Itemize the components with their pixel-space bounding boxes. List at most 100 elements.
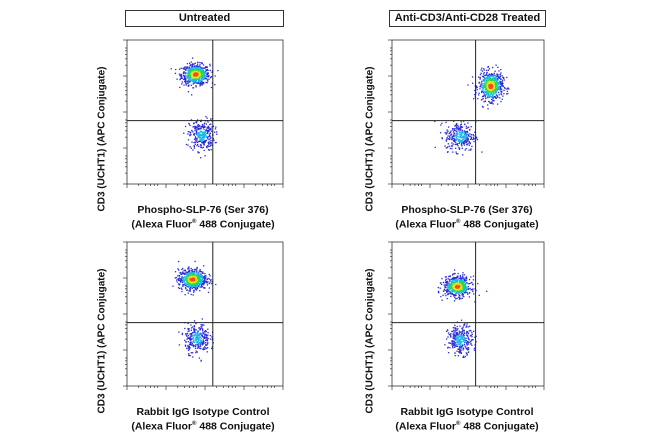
data-point bbox=[202, 137, 204, 140]
data-point bbox=[488, 79, 491, 81]
data-point bbox=[190, 280, 193, 282]
data-point bbox=[463, 141, 465, 143]
data-point bbox=[194, 333, 197, 335]
data-point bbox=[209, 334, 212, 337]
data-point bbox=[455, 298, 457, 300]
data-point bbox=[471, 138, 473, 141]
data-point bbox=[460, 291, 463, 293]
data-point bbox=[460, 134, 462, 136]
data-point bbox=[446, 338, 448, 340]
data-point bbox=[450, 295, 452, 298]
data-point bbox=[439, 132, 442, 134]
data-point bbox=[210, 280, 212, 282]
data-point bbox=[189, 338, 192, 340]
data-point bbox=[444, 276, 447, 278]
data-point bbox=[460, 281, 462, 283]
data-point bbox=[459, 335, 462, 338]
data-point bbox=[452, 135, 454, 137]
data-point bbox=[445, 276, 447, 278]
data-point bbox=[190, 273, 192, 275]
data-point bbox=[185, 83, 187, 85]
data-point bbox=[191, 129, 193, 132]
data-point bbox=[206, 66, 208, 69]
data-point bbox=[202, 72, 205, 75]
data-point bbox=[186, 75, 188, 77]
x-axis-label-line2-pre: (Alexa Fluor bbox=[395, 420, 457, 433]
data-point bbox=[207, 277, 209, 280]
data-point bbox=[199, 85, 201, 87]
data-point bbox=[483, 86, 485, 88]
data-point bbox=[488, 73, 491, 75]
data-point bbox=[467, 137, 469, 139]
data-point bbox=[496, 95, 498, 97]
data-point bbox=[176, 281, 178, 283]
data-point bbox=[196, 274, 198, 276]
population-cd3-low bbox=[444, 319, 477, 359]
data-point bbox=[207, 291, 210, 293]
data-point bbox=[185, 273, 187, 275]
data-point bbox=[457, 343, 459, 345]
data-point bbox=[187, 77, 189, 79]
data-point bbox=[444, 285, 446, 288]
data-point bbox=[181, 75, 183, 78]
data-point bbox=[183, 77, 186, 79]
data-point bbox=[187, 328, 189, 330]
data-point bbox=[459, 297, 461, 299]
data-point bbox=[203, 135, 205, 137]
data-point bbox=[500, 82, 502, 84]
data-point bbox=[201, 67, 203, 69]
data-point bbox=[490, 89, 492, 91]
data-point bbox=[490, 92, 493, 94]
data-point bbox=[198, 145, 200, 148]
data-point bbox=[205, 115, 207, 118]
data-point bbox=[201, 342, 204, 344]
data-point bbox=[500, 84, 503, 86]
scatter-plot bbox=[123, 39, 284, 188]
data-point bbox=[175, 68, 177, 71]
data-point bbox=[184, 284, 187, 287]
data-point bbox=[494, 95, 496, 98]
data-point bbox=[481, 75, 484, 78]
data-point bbox=[187, 131, 190, 133]
data-point bbox=[201, 80, 203, 82]
data-point bbox=[451, 144, 453, 147]
data-point bbox=[470, 149, 472, 151]
data-point bbox=[215, 283, 217, 286]
data-point bbox=[182, 278, 185, 280]
data-point bbox=[191, 274, 193, 276]
data-point bbox=[188, 122, 190, 125]
data-point bbox=[188, 62, 191, 64]
data-point bbox=[456, 350, 458, 352]
data-point bbox=[459, 129, 461, 131]
data-point bbox=[182, 285, 184, 288]
data-point bbox=[490, 93, 492, 96]
data-point bbox=[181, 332, 184, 335]
data-point bbox=[461, 293, 463, 295]
data-point bbox=[178, 68, 181, 70]
data-point bbox=[194, 334, 196, 337]
data-point bbox=[202, 132, 204, 134]
data-point bbox=[201, 81, 203, 83]
data-point bbox=[457, 340, 459, 342]
data-point bbox=[188, 267, 190, 270]
data-point bbox=[473, 137, 475, 139]
data-point bbox=[458, 330, 460, 333]
data-point bbox=[199, 286, 201, 288]
data-point bbox=[457, 355, 459, 357]
data-point bbox=[209, 135, 211, 137]
data-point bbox=[473, 330, 475, 332]
data-point bbox=[181, 333, 183, 336]
data-point bbox=[187, 345, 189, 347]
data-point bbox=[209, 63, 211, 66]
data-point bbox=[209, 141, 212, 143]
data-point bbox=[466, 335, 469, 337]
data-point bbox=[463, 142, 466, 144]
data-point bbox=[501, 83, 503, 85]
data-point bbox=[462, 338, 464, 341]
x-axis-label: Rabbit IgG Isotype Control (Alexa Fluor®… bbox=[113, 406, 293, 433]
data-point bbox=[205, 140, 207, 142]
data-point bbox=[203, 78, 205, 80]
data-point bbox=[198, 73, 200, 76]
data-point bbox=[462, 141, 464, 144]
data-point bbox=[453, 273, 455, 275]
